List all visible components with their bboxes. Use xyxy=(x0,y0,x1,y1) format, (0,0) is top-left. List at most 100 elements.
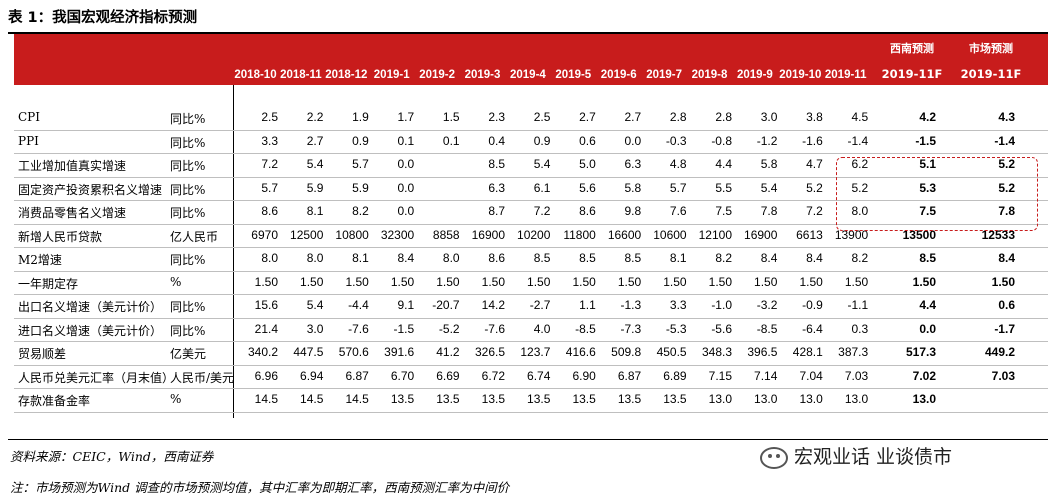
wechat-icon xyxy=(760,446,788,469)
market-forecast-cell: 1.50 xyxy=(991,274,1015,289)
table-row: 贸易顺差 亿美元 340.2 447.5 570.6 391.6 41.2 326.5 123.… xyxy=(14,342,1048,366)
table-cell: 8858 xyxy=(432,227,460,242)
row-label: PPI xyxy=(18,133,39,148)
table-cell: 0.3 xyxy=(851,321,869,336)
table-cell: 1.50 xyxy=(390,274,415,289)
table-cell: 6.94 xyxy=(300,368,324,383)
table-cell: 7.2 xyxy=(806,204,823,218)
southwest-forecast-cell: 13.0 xyxy=(912,392,936,406)
table-cell: 6.74 xyxy=(527,368,551,383)
southwest-forecast-cell: 517.3 xyxy=(905,345,936,359)
column-header: 2019-6 xyxy=(600,69,637,81)
table-cell: 16900 xyxy=(471,227,505,242)
table-cell: -7.3 xyxy=(620,321,642,336)
table-cell: 6970 xyxy=(251,227,278,242)
table-cell: -1.2 xyxy=(756,133,778,148)
table-cell: 340.2 xyxy=(247,345,278,359)
row-unit: 人民币/美元 xyxy=(170,370,235,385)
table-cell: -8.5 xyxy=(756,321,778,336)
column-header: 2019-10 xyxy=(779,69,822,81)
table-cell: 21.4 xyxy=(254,321,278,336)
southwest-forecast-cell: 13500 xyxy=(902,227,936,242)
table-cell: 6.69 xyxy=(436,368,460,383)
table-cell: 41.2 xyxy=(436,345,460,359)
table-cell: 5.4 xyxy=(760,180,778,195)
table-cell: 1.7 xyxy=(397,110,415,124)
table-cell: 4.5 xyxy=(851,110,869,124)
table-cell: 6613 xyxy=(796,227,823,242)
market-forecast-cell: -1.7 xyxy=(994,321,1015,336)
table-cell: 6.70 xyxy=(390,368,415,383)
table-cell: 7.14 xyxy=(754,368,778,383)
table-title: 表 1：我国宏观经济指标预测 xyxy=(8,10,198,26)
row-divider xyxy=(14,341,1048,342)
table-cell: 2.5 xyxy=(261,110,278,124)
table-cell: 13.5 xyxy=(663,392,687,406)
market-forecast-cell: 12533 xyxy=(981,227,1015,242)
table-cell: 7.2 xyxy=(261,157,278,171)
table-cell: 8.1 xyxy=(352,251,369,265)
table-cell: 5.4 xyxy=(306,157,324,171)
table-cell: 0.0 xyxy=(397,180,415,195)
table-cell: 8.5 xyxy=(579,251,596,265)
table-row: 消费品零售名义增速 同比% 8.6 8.1 8.2 0.0 8.7 7.2 8.6 9.8 7.6 7… xyxy=(14,201,1048,225)
table-cell: 6.3 xyxy=(624,157,642,171)
table-cell: 5.7 xyxy=(261,180,278,195)
table-cell: 13.0 xyxy=(799,392,823,406)
southwest-forecast-cell: 7.5 xyxy=(919,204,936,218)
table-cell: 12100 xyxy=(698,227,732,242)
column-header: 2019-3 xyxy=(464,69,501,81)
table-cell: 5.4 xyxy=(533,157,551,171)
table-row: 出口名义增速（美元计价） 同比% 15.6 5.4 -4.4 9.1 -20.7 14.2 -2… xyxy=(14,295,1048,319)
table-row: PPI 同比% 3.3 2.7 0.9 0.1 0.1 0.4 0.9 0.6 0.0 -0.3 -0.… xyxy=(14,131,1048,154)
table-cell: 1.50 xyxy=(254,274,278,289)
table-cell: 0.1 xyxy=(397,133,415,148)
table-cell: 8.6 xyxy=(261,204,278,218)
table-cell: 5.2 xyxy=(806,180,823,195)
table-cell: 2.7 xyxy=(624,110,642,124)
table-cell: 5.7 xyxy=(669,180,687,195)
row-unit: 同比% xyxy=(170,253,206,267)
market-forecast-cell: 7.03 xyxy=(991,368,1015,383)
forecast-header-label: 市场预测 xyxy=(969,42,1013,55)
market-forecast-cell: 8.4 xyxy=(998,251,1015,265)
table-cell: 8.2 xyxy=(715,251,732,265)
market-forecast-cell: 449.2 xyxy=(984,345,1015,359)
table-cell: 1.50 xyxy=(663,274,687,289)
southwest-forecast-cell: 8.5 xyxy=(919,251,936,265)
table-cell: 5.7 xyxy=(352,157,369,171)
southwest-forecast-cell: 1.50 xyxy=(912,274,936,289)
table-cell: -7.6 xyxy=(348,321,369,336)
table-cell: 14.2 xyxy=(481,298,505,312)
column-header: 2019-11 xyxy=(824,69,867,81)
column-header: 2019-5 xyxy=(555,69,592,81)
table-row: 工业增加值真实增速 同比% 7.2 5.4 5.7 0.0 8.5 5.4 5.0 6.3 4.8 4… xyxy=(14,154,1048,178)
top-rule xyxy=(8,32,1048,34)
table-cell: 2.5 xyxy=(533,110,551,124)
table-cell: -1.5 xyxy=(393,321,415,336)
table-cell: -7.6 xyxy=(484,321,505,336)
row-divider xyxy=(14,223,1048,225)
row-label: CPI xyxy=(18,110,40,124)
column-header: 2018-10 xyxy=(234,69,277,81)
table-cell: 2.3 xyxy=(488,110,505,124)
row-unit: 亿人民币 xyxy=(170,229,219,244)
table-cell: 7.03 xyxy=(844,368,869,383)
table-cell: -1.4 xyxy=(847,133,869,148)
table-cell: 7.15 xyxy=(708,368,732,383)
forecast-header-period: 2019-11F xyxy=(881,67,943,81)
table-cell: -1.6 xyxy=(802,133,823,148)
row-label: 进口名义增速（美元计价） xyxy=(18,323,163,338)
table-cell: 9.8 xyxy=(624,204,642,218)
table-cell: 5.0 xyxy=(579,157,596,171)
table-cell: -4.4 xyxy=(348,298,369,312)
table-cell: 8.4 xyxy=(397,251,415,265)
table-cell: 10800 xyxy=(335,227,369,242)
table-cell: 6.72 xyxy=(481,368,505,383)
market-forecast-cell: 5.2 xyxy=(998,157,1015,171)
table-cell: 6.89 xyxy=(663,368,687,383)
table-cell: 16900 xyxy=(744,227,778,242)
table-cell: 6.90 xyxy=(572,368,596,383)
table-row: 固定资产投资累积名义增速 同比% 5.7 5.9 5.9 0.0 6.3 6.1 5.6 5.8 5… xyxy=(14,178,1048,201)
market-forecast-cell: -1.4 xyxy=(994,133,1015,148)
